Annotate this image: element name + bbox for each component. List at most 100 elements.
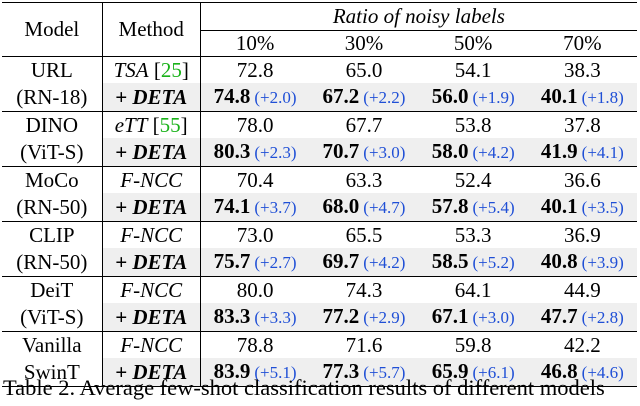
deta-cell: 47.7 (+2.8): [527, 303, 637, 332]
citation-link[interactable]: 55: [159, 113, 181, 137]
deta-cell: 77.3 (+5.7): [309, 358, 419, 387]
deta-cell: 41.9 (+4.1): [527, 138, 637, 167]
improvement-delta: (+1.8): [581, 88, 624, 107]
improvement-delta: (+2.3): [254, 143, 297, 162]
deta-cell: 65.9 (+6.1): [418, 358, 528, 387]
table-row-deta: (RN-50) + DETA 74.1 (+3.7) 68.0 (+4.7) 57.8 (+5…: [2, 193, 637, 222]
baseline-value: 63.3: [345, 168, 383, 192]
model-backbone: (RN-50): [2, 193, 103, 222]
deta-cell: 75.7 (+2.7): [200, 248, 310, 277]
baseline-value: 42.2: [564, 333, 601, 357]
cite-bracket: ]: [180, 113, 188, 137]
baseline-value: 36.6: [564, 168, 601, 192]
table-header: Model Method Ratio of noisy labels 10% 3…: [2, 2, 637, 57]
model-backbone: SwinT: [2, 358, 103, 387]
baseline-value: 53.3: [454, 223, 492, 247]
improvement-delta: (+2.9): [363, 308, 406, 327]
improvement-delta: (+3.0): [472, 308, 515, 327]
citation-link[interactable]: 25: [160, 58, 182, 82]
cite-bracket: [: [147, 113, 160, 137]
improvement-delta: (+4.6): [581, 363, 624, 382]
improvement-delta: (+3.9): [581, 253, 624, 272]
method-cell: F-NCC: [102, 331, 201, 358]
deta-value: 75.7: [213, 249, 251, 273]
deta-cell: 80.3 (+2.3): [200, 138, 310, 167]
model-name: CLIP: [2, 221, 103, 248]
improvement-delta: (+3.0): [363, 143, 406, 162]
deta-cell: 70.7 (+3.0): [309, 138, 419, 167]
method-name: + DETA: [115, 305, 188, 329]
deta-cell: 46.8 (+4.6): [527, 358, 637, 387]
method-cell: + DETA: [102, 358, 201, 387]
method-column-header: Method: [102, 2, 201, 57]
deta-value: 40.1: [540, 194, 578, 218]
model-group: CLIP F-NCC 73.0 65.5 53.3 36.9 (RN-50) + DETA 75…: [2, 221, 637, 277]
deta-cell: 58.5 (+5.2): [418, 248, 528, 277]
model-backbone: (RN-18): [2, 83, 103, 112]
baseline-value: 64.1: [454, 278, 492, 302]
model-backbone: (ViT-S): [2, 303, 103, 332]
cite-bracket: ]: [181, 58, 189, 82]
method-name: F-NCC: [120, 168, 183, 192]
baseline-value: 73.0: [236, 223, 274, 247]
improvement-delta: (+5.1): [254, 363, 297, 382]
deta-cell: 40.1 (+1.8): [527, 83, 637, 112]
method-name: eTT: [114, 113, 148, 137]
baseline-value: 72.8: [236, 58, 274, 82]
model-name: DeiT: [2, 276, 103, 303]
baseline-value: 78.8: [236, 333, 274, 357]
improvement-delta: (+2.8): [581, 308, 624, 327]
deta-value: 56.0: [431, 84, 469, 108]
baseline-value: 74.3: [345, 278, 383, 302]
baseline-value: 65.5: [345, 223, 383, 247]
method-name: + DETA: [115, 360, 188, 384]
baseline-value: 65.0: [345, 58, 383, 82]
improvement-delta: (+1.9): [472, 88, 515, 107]
baseline-value: 70.4: [236, 168, 274, 192]
deta-value: 65.9: [431, 359, 469, 383]
deta-value: 70.7: [322, 139, 360, 163]
ratio-header-70: 70%: [563, 31, 602, 55]
deta-cell: 68.0 (+4.7): [309, 193, 419, 222]
deta-value: 40.1: [540, 84, 578, 108]
table-row-deta: (RN-50) + DETA 75.7 (+2.7) 69.7 (+4.2) 58.5 (+5…: [2, 248, 637, 277]
improvement-delta: (+5.2): [472, 253, 515, 272]
deta-cell: 74.8 (+2.0): [200, 83, 310, 112]
ratio-header-10: 10%: [235, 31, 275, 55]
table-row-baseline: Vanilla F-NCC 78.8 71.6 59.8 42.2: [2, 331, 637, 358]
deta-value: 41.9: [540, 139, 578, 163]
deta-cell: 83.3 (+3.3): [200, 303, 310, 332]
deta-value: 47.7: [540, 304, 578, 328]
baseline-value: 53.8: [454, 113, 492, 137]
deta-value: 69.7: [322, 249, 360, 273]
baseline-value: 59.8: [454, 333, 492, 357]
improvement-delta: (+4.2): [363, 253, 406, 272]
table-row-deta: (ViT-S) + DETA 80.3 (+2.3) 70.7 (+3.0) 58.0 (+4…: [2, 138, 637, 167]
deta-cell: 56.0 (+1.9): [418, 83, 528, 112]
baseline-value: 38.3: [564, 58, 601, 82]
method-name: TSA: [113, 58, 149, 82]
deta-cell: 40.8 (+3.9): [527, 248, 637, 277]
model-group: MoCo F-NCC 70.4 63.3 52.4 36.6 (RN-50) + DETA 74…: [2, 166, 637, 222]
method-cell: eTT [55]: [102, 111, 201, 138]
method-name: + DETA: [115, 85, 188, 109]
table-row-baseline: CLIP F-NCC 73.0 65.5 53.3 36.9: [2, 221, 637, 248]
table-row-baseline: DINO eTT [55] 78.0 67.7 53.8 37.8: [2, 111, 637, 138]
model-name: URL: [2, 56, 103, 83]
deta-value: 83.3: [213, 304, 251, 328]
improvement-delta: (+4.2): [472, 143, 515, 162]
model-group: Vanilla F-NCC 78.8 71.6 59.8 42.2 SwinT + DETA 8…: [2, 331, 637, 387]
method-name: + DETA: [115, 250, 188, 274]
deta-value: 67.1: [431, 304, 469, 328]
table-row-deta: SwinT + DETA 83.9 (+5.1) 77.3 (+5.7) 65.9 (+6.1…: [2, 358, 637, 387]
baseline-value: 78.0: [236, 113, 274, 137]
deta-cell: 77.2 (+2.9): [309, 303, 419, 332]
baseline-value: 36.9: [564, 223, 601, 247]
deta-value: 80.3: [213, 139, 251, 163]
model-name: DINO: [2, 111, 103, 138]
cite-bracket: [: [148, 58, 161, 82]
method-name: F-NCC: [120, 223, 183, 247]
baseline-value: 44.9: [564, 278, 601, 302]
deta-value: 77.2: [322, 304, 360, 328]
